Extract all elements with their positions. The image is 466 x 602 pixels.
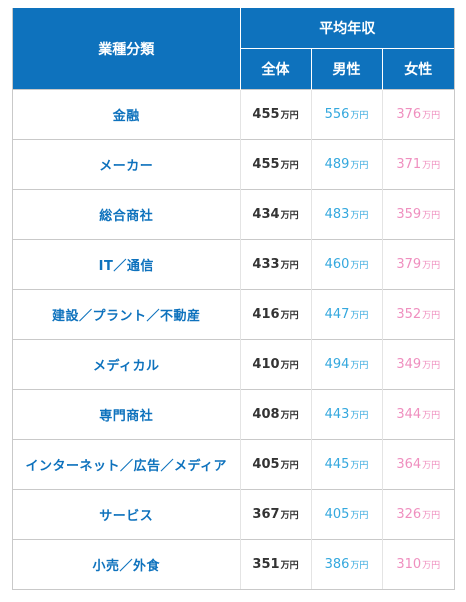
income-table-container: 業種分類 平均年収 全体 男性 女性 金融 455万円 556万円 376万円 … bbox=[12, 8, 455, 590]
all-income-cell: 367万円 bbox=[239, 489, 311, 540]
header-female: 女性 bbox=[381, 48, 455, 90]
female-income-cell: 364万円 bbox=[381, 439, 455, 490]
all-income-cell: 405万円 bbox=[239, 439, 311, 490]
female-income-cell: 359万円 bbox=[381, 189, 455, 240]
female-income-cell: 349万円 bbox=[381, 339, 455, 390]
all-income-cell: 410万円 bbox=[239, 339, 311, 390]
industry-cell: IT／通信 bbox=[13, 239, 240, 290]
header-avg-income: 平均年収 bbox=[239, 8, 455, 49]
header-row-sub: 全体 男性 女性 bbox=[13, 48, 455, 90]
table-row: サービス 367万円 405万円 326万円 bbox=[13, 489, 455, 540]
industry-cell: メーカー bbox=[13, 139, 240, 190]
female-income-cell: 326万円 bbox=[381, 489, 455, 540]
table-row: 建設／プラント／不動産 416万円 447万円 352万円 bbox=[13, 289, 455, 340]
female-income-cell: 344万円 bbox=[381, 389, 455, 440]
table-row: メーカー 455万円 489万円 371万円 bbox=[13, 139, 455, 190]
header-industry: 業種分類 bbox=[13, 8, 240, 90]
industry-cell: メディカル bbox=[13, 339, 240, 390]
male-income-cell: 494万円 bbox=[310, 339, 382, 390]
table-row: 総合商社 434万円 483万円 359万円 bbox=[13, 189, 455, 240]
income-table: 業種分類 平均年収 全体 男性 女性 金融 455万円 556万円 376万円 … bbox=[13, 8, 455, 589]
industry-cell: 専門商社 bbox=[13, 389, 240, 440]
all-income-cell: 434万円 bbox=[239, 189, 311, 240]
industry-cell: 小売／外食 bbox=[13, 539, 240, 589]
header-male: 男性 bbox=[310, 48, 382, 90]
table-row: 金融 455万円 556万円 376万円 bbox=[13, 89, 455, 140]
male-income-cell: 386万円 bbox=[310, 539, 382, 589]
all-income-cell: 351万円 bbox=[239, 539, 311, 589]
all-income-cell: 433万円 bbox=[239, 239, 311, 290]
table-row: 専門商社 408万円 443万円 344万円 bbox=[13, 389, 455, 440]
all-income-cell: 408万円 bbox=[239, 389, 311, 440]
female-income-cell: 310万円 bbox=[381, 539, 455, 589]
female-income-cell: 379万円 bbox=[381, 239, 455, 290]
male-income-cell: 405万円 bbox=[310, 489, 382, 540]
table-row: 小売／外食 351万円 386万円 310万円 bbox=[13, 539, 455, 589]
header-all: 全体 bbox=[239, 48, 311, 90]
female-income-cell: 376万円 bbox=[381, 89, 455, 140]
male-income-cell: 460万円 bbox=[310, 239, 382, 290]
header-row-top: 業種分類 平均年収 bbox=[13, 8, 455, 90]
industry-cell: インターネット／広告／メディア bbox=[13, 439, 240, 490]
industry-cell: 建設／プラント／不動産 bbox=[13, 289, 240, 340]
female-income-cell: 352万円 bbox=[381, 289, 455, 340]
all-income-cell: 416万円 bbox=[239, 289, 311, 340]
male-income-cell: 489万円 bbox=[310, 139, 382, 190]
table-row: IT／通信 433万円 460万円 379万円 bbox=[13, 239, 455, 290]
male-income-cell: 556万円 bbox=[310, 89, 382, 140]
all-income-cell: 455万円 bbox=[239, 139, 311, 190]
male-income-cell: 443万円 bbox=[310, 389, 382, 440]
table-row: インターネット／広告／メディア 405万円 445万円 364万円 bbox=[13, 439, 455, 490]
male-income-cell: 447万円 bbox=[310, 289, 382, 340]
male-income-cell: 483万円 bbox=[310, 189, 382, 240]
all-income-cell: 455万円 bbox=[239, 89, 311, 140]
industry-cell: 総合商社 bbox=[13, 189, 240, 240]
industry-cell: 金融 bbox=[13, 89, 240, 140]
female-income-cell: 371万円 bbox=[381, 139, 455, 190]
table-row: メディカル 410万円 494万円 349万円 bbox=[13, 339, 455, 390]
industry-cell: サービス bbox=[13, 489, 240, 540]
male-income-cell: 445万円 bbox=[310, 439, 382, 490]
